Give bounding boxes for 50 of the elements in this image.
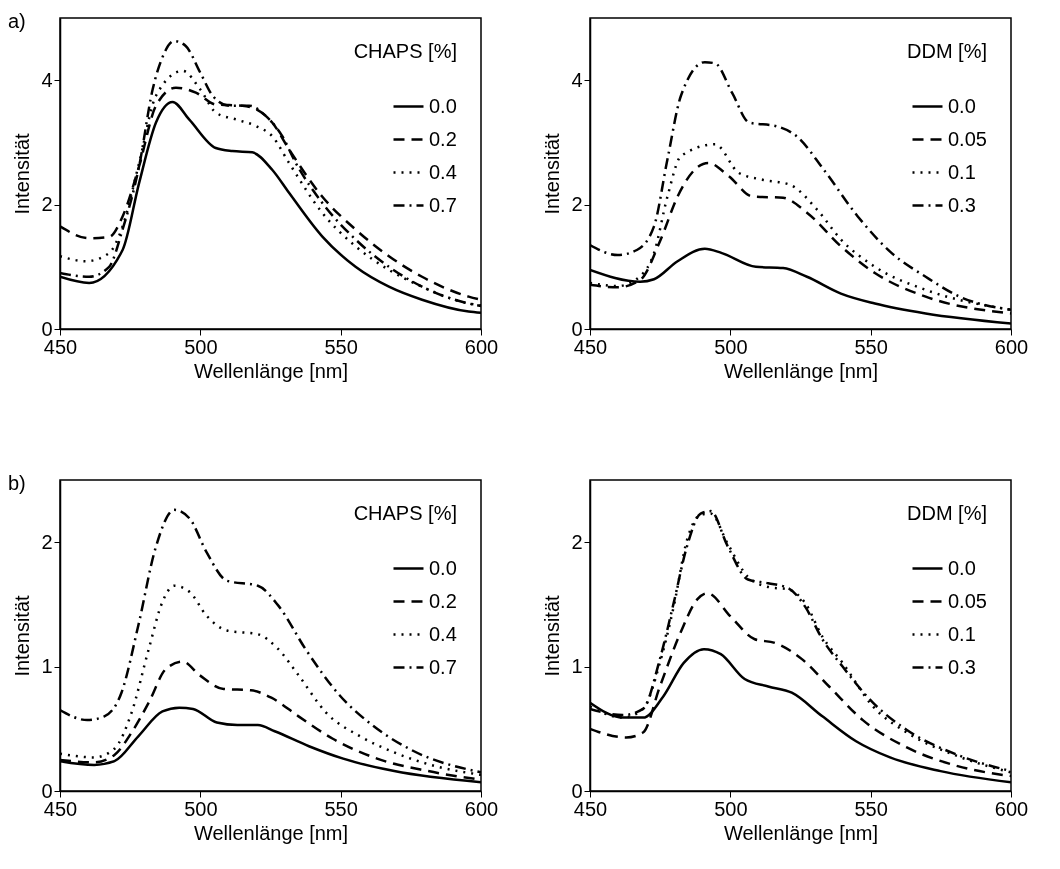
legend-label: 0.4 <box>429 622 457 645</box>
y-tick-label: 2 <box>571 530 583 553</box>
legend-title: CHAPS [%] <box>353 502 457 524</box>
text: b) <box>8 472 26 495</box>
x-tick-label: 500 <box>714 335 748 358</box>
y-tick-label: 4 <box>41 68 53 91</box>
y-tick-label: 1 <box>41 655 53 678</box>
y-tick-label: 2 <box>41 193 53 216</box>
legend-label: 0.2 <box>429 127 457 150</box>
x-axis-title: Wellenlänge [nm] <box>193 821 349 844</box>
legend-label: 0.0 <box>948 556 976 579</box>
y-axis-title: Intensität <box>541 132 564 215</box>
x-tick-label: 600 <box>994 335 1029 358</box>
x-tick-label: 500 <box>184 335 218 358</box>
y-axis-title: Intensität <box>11 132 34 215</box>
legend-label: 0.1 <box>948 622 976 645</box>
x-tick-label: 550 <box>854 335 888 358</box>
y-axis-title: Intensität <box>541 594 564 677</box>
x-tick-label: 600 <box>464 335 499 358</box>
x-tick-label: 550 <box>324 335 358 358</box>
y-tick-label: 4 <box>571 68 583 91</box>
y-tick-label: 2 <box>41 530 53 553</box>
legend-title: DDM [%] <box>907 502 987 524</box>
legend-label: 0.7 <box>429 193 457 216</box>
x-axis-title: Wellenlänge [nm] <box>723 821 879 844</box>
legend-title: DDM [%] <box>907 40 987 62</box>
legend-label: 0.05 <box>948 589 987 612</box>
legend-label: 0.0 <box>429 94 457 117</box>
y-tick-label: 2 <box>571 193 583 216</box>
legend-title: CHAPS [%] <box>353 40 457 62</box>
legend-label: 0.0 <box>429 556 457 579</box>
x-tick-label: 600 <box>994 797 1029 820</box>
legend-label: 0.7 <box>429 655 457 678</box>
y-tick-label: 1 <box>571 655 583 678</box>
legend-label: 0.0 <box>948 94 976 117</box>
legend-label: 0.3 <box>948 193 976 216</box>
x-axis-title: Wellenlänge [nm] <box>193 359 349 382</box>
legend-label: 0.2 <box>429 589 457 612</box>
x-tick-label: 550 <box>854 797 888 820</box>
x-tick-label: 500 <box>714 797 748 820</box>
x-tick-label: 600 <box>464 797 499 820</box>
legend-label: 0.1 <box>948 160 976 183</box>
x-axis-title: Wellenlänge [nm] <box>723 359 879 382</box>
x-tick-label: 500 <box>184 797 218 820</box>
text: a) <box>8 10 26 33</box>
legend-label: 0.4 <box>429 160 457 183</box>
legend-label: 0.3 <box>948 655 976 678</box>
x-tick-label: 550 <box>324 797 358 820</box>
y-axis-title: Intensität <box>11 594 34 677</box>
legend-label: 0.05 <box>948 127 987 150</box>
